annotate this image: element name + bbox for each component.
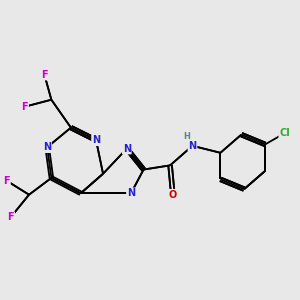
Text: F: F <box>41 70 48 80</box>
Text: N: N <box>188 141 196 151</box>
Text: H: H <box>183 131 190 140</box>
Text: F: F <box>3 176 10 186</box>
Text: N: N <box>92 135 100 145</box>
Text: N: N <box>43 142 51 152</box>
Text: F: F <box>22 102 28 112</box>
Text: N: N <box>127 188 135 198</box>
Text: O: O <box>169 190 177 200</box>
Text: Cl: Cl <box>279 128 290 138</box>
Text: F: F <box>8 212 14 222</box>
Text: N: N <box>123 144 131 154</box>
